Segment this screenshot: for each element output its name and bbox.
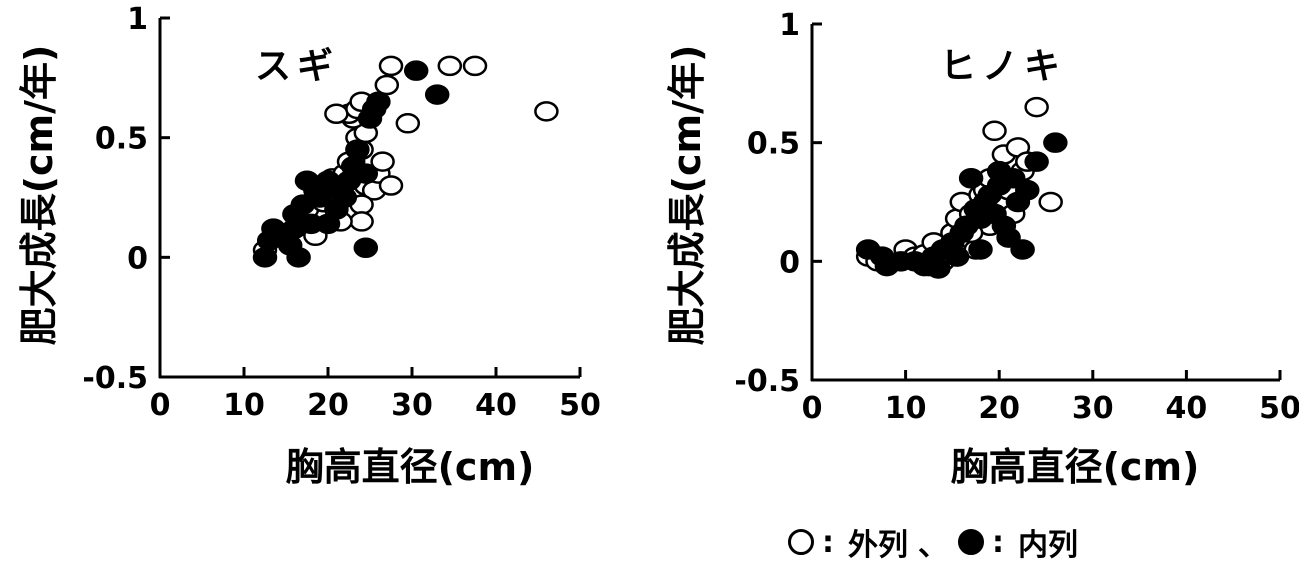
data-point-inner-row — [996, 227, 1021, 248]
x-axis-label: 胸高直径(cm) — [951, 445, 1200, 489]
x-tick-label: 50 — [559, 388, 601, 423]
panel-title: ヒノキ — [940, 46, 1066, 87]
data-point-outer-row — [349, 211, 374, 232]
data-point-inner-row — [298, 213, 324, 235]
y-axis-label: 肥大成長(cm/年) — [17, 45, 61, 346]
data-point-inner-row — [286, 247, 311, 268]
y-tick-label: 0 — [127, 241, 148, 276]
panel-title: スギ — [255, 46, 339, 87]
data-point-outer-row — [982, 120, 1007, 142]
data-point-inner-row — [307, 187, 332, 208]
y-tick-label: 1 — [779, 8, 800, 43]
legend-colon: : — [822, 524, 834, 560]
legend-filled-label: 内列 — [1018, 528, 1078, 563]
x-tick-label: 0 — [150, 388, 171, 423]
data-point-inner-row — [958, 168, 984, 189]
data-point-inner-row — [332, 187, 358, 208]
y-axis-label: 肥大成長(cm/年) — [665, 45, 709, 346]
data-point-outer-row — [378, 55, 404, 77]
data-point-outer-row — [324, 103, 349, 124]
data-point-outer-row — [534, 101, 559, 122]
data-point-outer-row — [437, 55, 463, 77]
y-tick-label: 0 — [779, 245, 800, 280]
x-tick-label: 20 — [307, 388, 349, 423]
data-point-outer-row — [1024, 96, 1049, 118]
y-tick-label: 1 — [127, 2, 148, 37]
y-tick-label: 0.5 — [95, 122, 148, 157]
x-tick-label: 30 — [391, 388, 433, 423]
data-point-inner-row — [1024, 151, 1049, 172]
data-point-inner-row — [252, 247, 278, 268]
x-tick-label: 20 — [978, 391, 1020, 426]
x-tick-label: 10 — [885, 391, 927, 426]
data-point-outer-row — [370, 151, 395, 172]
y-tick-label: -0.5 — [82, 361, 148, 396]
legend-open-label: 外列 — [848, 528, 908, 563]
x-axis-label: 胸高直径(cm) — [286, 445, 535, 489]
legend: : 外列 、 : 内列 — [788, 522, 1078, 563]
data-point-inner-row — [353, 237, 379, 259]
data-point-inner-row — [1010, 239, 1035, 260]
data-point-outer-row — [1038, 191, 1063, 213]
legend-colon: : — [992, 524, 1004, 560]
x-tick-label: 40 — [1166, 391, 1208, 426]
data-point-inner-row — [345, 139, 370, 160]
data-point-inner-row — [944, 246, 970, 267]
data-point-inner-row — [424, 84, 450, 105]
x-tick-label: 40 — [475, 388, 517, 423]
data-point-inner-row — [968, 239, 993, 260]
open-circle-legend-icon — [788, 529, 814, 555]
x-tick-label: 30 — [1072, 391, 1114, 426]
data-point-inner-row — [926, 258, 951, 279]
data-point-inner-row — [403, 60, 429, 81]
data-point-outer-row — [462, 55, 488, 77]
data-point-outer-row — [378, 175, 404, 196]
data-point-inner-row — [1015, 179, 1040, 201]
data-point-outer-row — [395, 113, 421, 134]
x-tick-label: 10 — [223, 388, 265, 423]
legend-separator: 、 — [918, 528, 948, 563]
y-tick-label: 0.5 — [747, 127, 800, 162]
x-tick-label: 0 — [802, 391, 823, 426]
data-point-inner-row — [366, 91, 391, 113]
filled-circle-legend-icon — [958, 529, 984, 555]
data-point-inner-row — [986, 160, 1012, 182]
data-point-outer-row — [374, 74, 400, 96]
data-point-inner-row — [1043, 132, 1068, 153]
chart-panel-hinoki: -0.500.510 10 20 30 40 50ヒノキ肥大成長(cm/年)胸高直径(cm… — [665, 8, 1299, 489]
data-point-inner-row — [353, 163, 379, 184]
x-tick-label: 50 — [1259, 391, 1299, 426]
y-tick-label: -0.5 — [734, 364, 800, 399]
